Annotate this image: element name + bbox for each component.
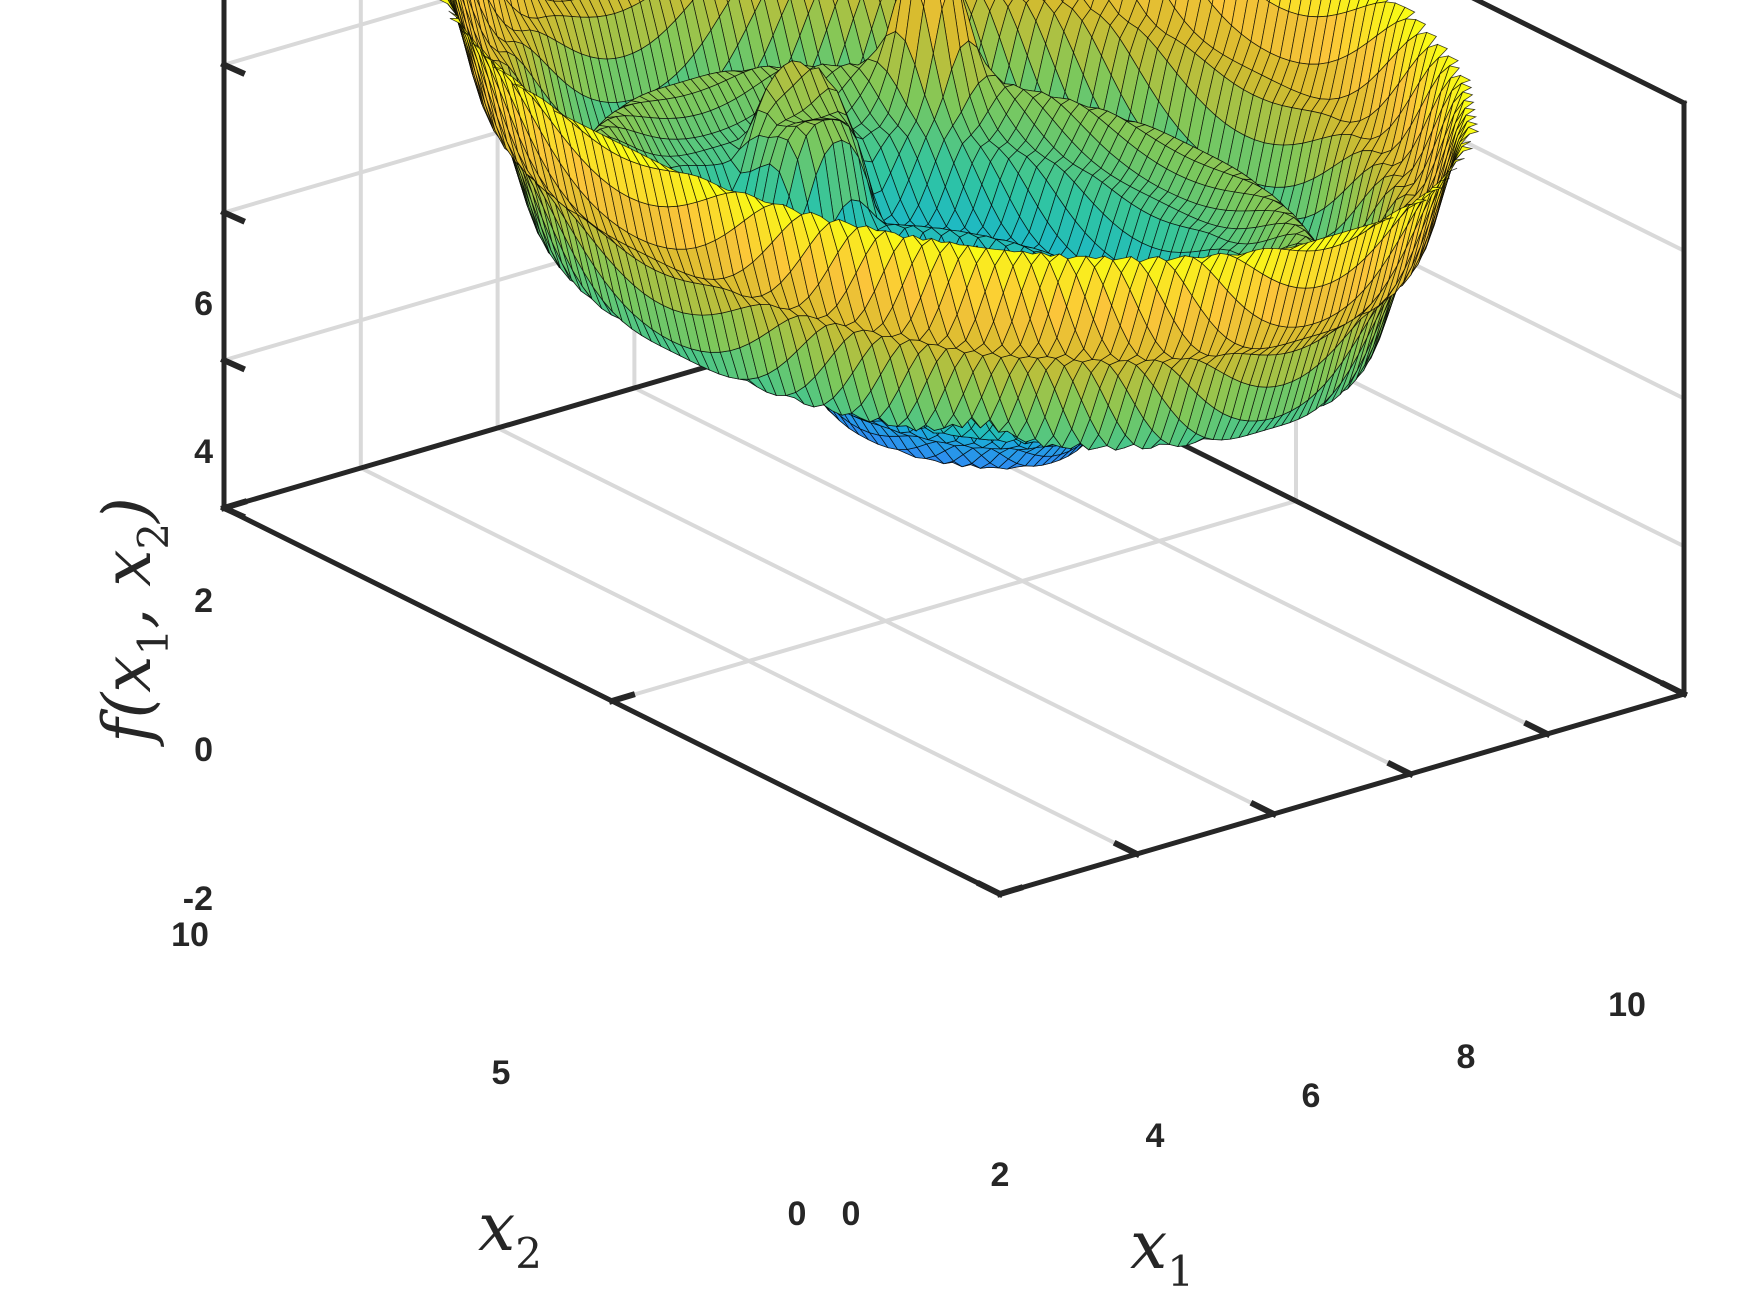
surface-patch	[660, 163, 679, 173]
axis-edge	[1471, 0, 1688, 107]
surface-patch	[803, 0, 815, 15]
surface-patch	[1191, 255, 1212, 264]
surface-patch	[1022, 0, 1030, 4]
surface-patch	[782, 203, 803, 223]
surface-patch	[964, 0, 978, 16]
surface-patch	[832, 0, 839, 8]
x2-gridline	[609, 498, 1299, 704]
surface-patch	[983, 0, 996, 13]
surface-patch	[754, 196, 775, 208]
surface-mesh	[439, 0, 1480, 470]
surface-patch	[1002, 0, 1013, 8]
surface-patch	[1280, 244, 1300, 251]
surface-patch	[717, 184, 736, 194]
surface-patch	[1228, 252, 1248, 259]
z-gridline	[221, 0, 453, 68]
